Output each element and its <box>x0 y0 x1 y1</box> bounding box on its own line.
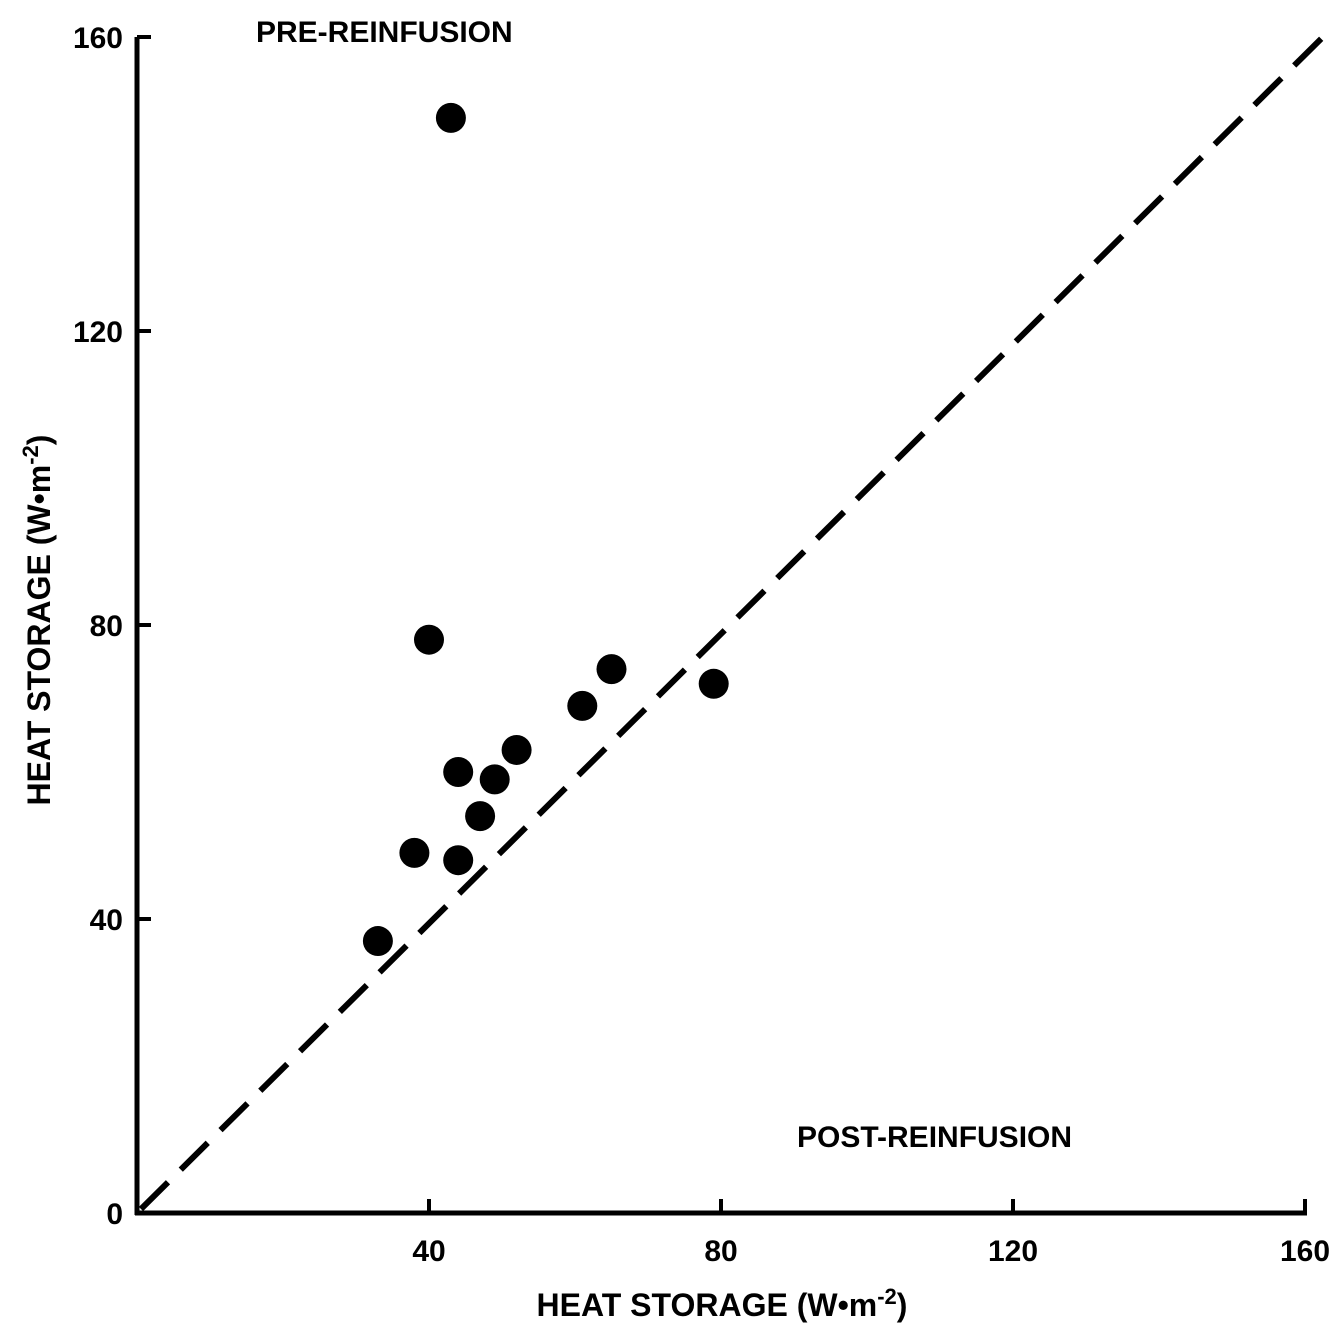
y-axis-label-sup: -2 <box>18 445 43 465</box>
x-axis-label-end: ) <box>897 1287 908 1323</box>
data-point-8 <box>479 764 510 795</box>
data-point-3 <box>596 654 627 685</box>
annotation-post-reinfusion: POST-REINFUSION <box>797 1121 1072 1154</box>
y-tick-label-0: 0 <box>106 1198 123 1231</box>
plot-area: 0 40 80 120 160 40 80 120 160 <box>73 22 1330 1268</box>
data-point-7 <box>443 757 474 787</box>
x-tick-label-40: 40 <box>412 1235 445 1268</box>
y-tick-label-160: 160 <box>73 22 123 55</box>
data-point-2 <box>414 624 444 655</box>
data-point-1 <box>435 102 466 133</box>
data-point-4 <box>698 668 729 699</box>
data-point-11 <box>443 845 474 876</box>
y-axis-label: HEAT STORAGE (W•m-2) <box>18 435 57 806</box>
x-tick-label-80: 80 <box>704 1235 737 1268</box>
x-tick-label-120: 120 <box>988 1235 1038 1268</box>
annotation-pre-reinfusion: PRE-REINFUSION <box>256 16 513 49</box>
x-axis-label-base: HEAT STORAGE (W•m <box>537 1287 878 1323</box>
x-axis-label-sup: -2 <box>877 1284 897 1309</box>
y-tick-label-80: 80 <box>90 610 123 643</box>
data-point-10 <box>399 837 430 868</box>
x-axis-label: HEAT STORAGE (W•m-2) <box>537 1284 908 1323</box>
y-axis-label-end: ) <box>21 435 57 446</box>
x-tick-label-160: 160 <box>1280 1235 1330 1268</box>
data-point-9 <box>465 801 496 832</box>
data-point-5 <box>567 690 598 721</box>
y-tick-label-40: 40 <box>90 904 123 937</box>
data-point-6 <box>501 734 532 765</box>
y-tick-label-120: 120 <box>73 316 123 349</box>
y-axis-label-base: HEAT STORAGE (W•m <box>21 465 57 806</box>
identity-line <box>138 30 1330 1212</box>
data-point-12 <box>362 926 393 957</box>
